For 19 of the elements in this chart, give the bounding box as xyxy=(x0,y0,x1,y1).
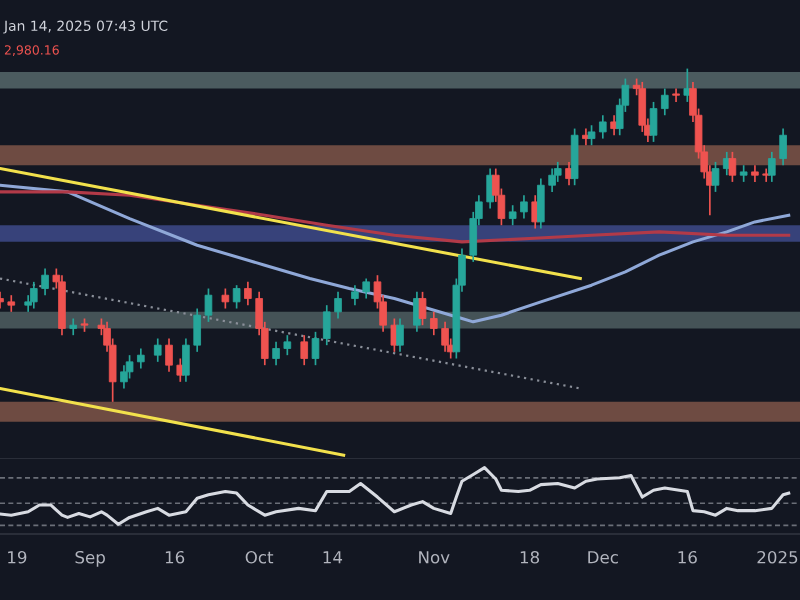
candlestick xyxy=(300,334,309,366)
x-tick-label: 18 xyxy=(520,550,540,564)
candlestick xyxy=(728,151,737,183)
x-tick-label: Oct xyxy=(245,550,274,564)
candlestick xyxy=(221,287,230,310)
x-tick-label: 14 xyxy=(323,551,343,564)
x-tick-label: 16 xyxy=(678,550,697,564)
candlestick xyxy=(58,274,66,337)
candlestick xyxy=(396,317,404,353)
candlestick xyxy=(711,161,720,193)
x-tick-label: Sep xyxy=(75,550,105,567)
candlestick xyxy=(153,337,162,363)
x-tick-label: Dec xyxy=(588,551,618,564)
x-tick-label: 16 xyxy=(165,550,185,564)
x-tick-label: Nov xyxy=(419,551,450,564)
x-tick-label: 19 xyxy=(8,550,27,564)
candlestick xyxy=(232,284,241,310)
x-tick-label: 2025 xyxy=(757,550,798,564)
candlestick xyxy=(672,87,680,103)
